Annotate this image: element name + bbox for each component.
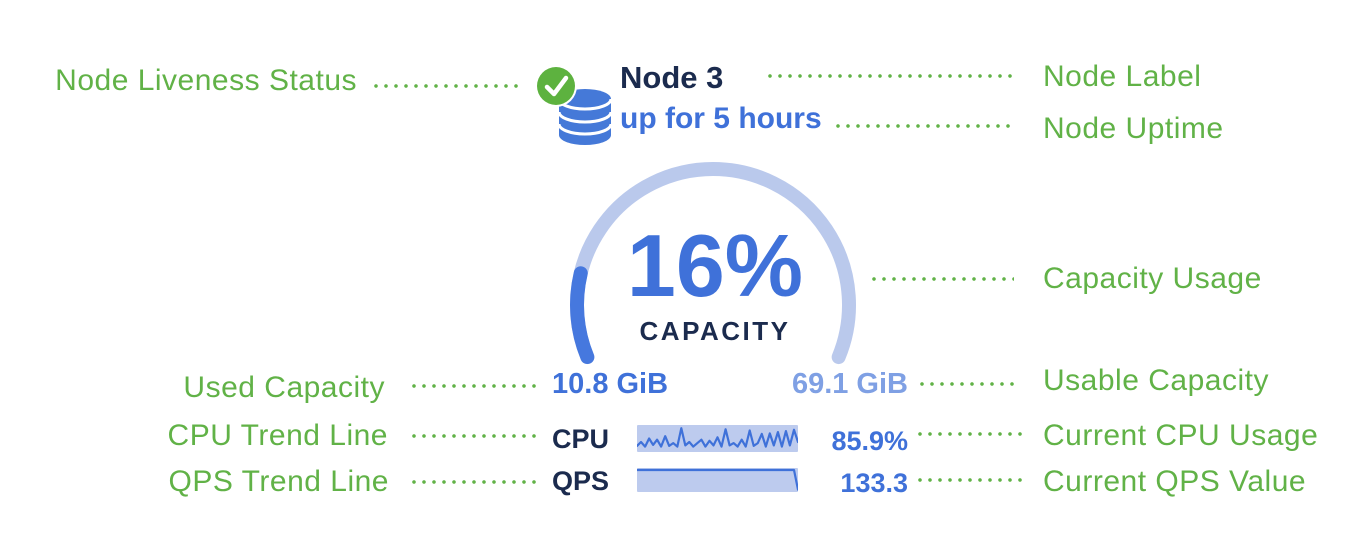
leader-line-usable-capacity xyxy=(920,382,1016,386)
annotation-cpu-trend-line: CPU Trend Line xyxy=(167,419,388,452)
leader-line-qps-trend xyxy=(412,480,536,484)
leader-line-qps-value xyxy=(918,478,1022,482)
annotation-usable-capacity: Usable Capacity xyxy=(1043,364,1269,397)
annotation-current-qps-value: Current QPS Value xyxy=(1043,465,1307,498)
qps-value: 133.3 xyxy=(840,468,908,498)
annotation-node-liveness-status: Node Liveness Status xyxy=(55,64,357,97)
leader-line-used-capacity xyxy=(412,384,536,388)
liveness-check-icon xyxy=(535,65,577,107)
node-uptime: up for 5 hours xyxy=(620,102,822,135)
annotation-current-cpu-usage: Current CPU Usage xyxy=(1043,419,1319,452)
used-capacity-value: 10.8 GiB xyxy=(552,368,669,400)
gauge-fill-arc xyxy=(570,266,595,365)
leader-line-capacity-usage xyxy=(872,277,1014,281)
qps-label: QPS xyxy=(552,466,610,496)
annotation-capacity-usage: Capacity Usage xyxy=(1043,262,1262,295)
usable-capacity-value: 69.1 GiB xyxy=(791,368,908,400)
annotation-node-label: Node Label xyxy=(1043,60,1202,93)
annotation-used-capacity: Used Capacity xyxy=(183,371,385,404)
capacity-caption: CAPACITY xyxy=(639,316,791,346)
leader-line-node-uptime xyxy=(836,124,1012,128)
leader-line-node-label xyxy=(768,74,1012,78)
cpu-label: CPU xyxy=(552,424,610,454)
annotation-qps-trend-line: QPS Trend Line xyxy=(168,465,389,498)
cpu-sparkline xyxy=(637,425,798,452)
qps-sparkline xyxy=(637,468,798,492)
capacity-percent: 16% xyxy=(626,216,804,315)
leader-line-liveness xyxy=(374,84,524,88)
leader-line-cpu-trend xyxy=(412,434,536,438)
cpu-value: 85.9% xyxy=(831,426,908,456)
annotation-node-uptime: Node Uptime xyxy=(1043,112,1224,145)
leader-line-cpu-usage xyxy=(918,432,1024,436)
node-name: Node 3 xyxy=(620,60,724,95)
database-icon xyxy=(557,89,613,145)
capacity-gauge xyxy=(570,162,856,365)
